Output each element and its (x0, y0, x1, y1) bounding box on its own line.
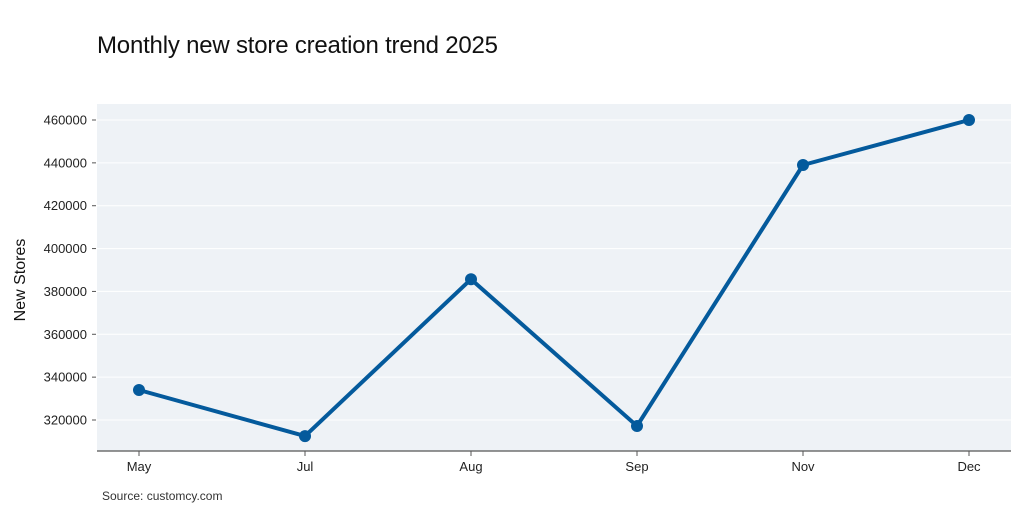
x-tick-label: Dec (957, 459, 981, 474)
data-point-marker (631, 420, 643, 432)
y-tick-label: 320000 (44, 413, 87, 428)
y-tick-label: 440000 (44, 155, 87, 170)
y-tick-label: 420000 (44, 198, 87, 213)
y-tick-label: 460000 (44, 113, 87, 128)
y-axis-ticks: 320000 340000 360000 380000 400000 420000 4400… (44, 113, 96, 428)
data-point-marker (963, 114, 975, 126)
data-point-marker (133, 384, 145, 396)
data-series-new-stores (133, 114, 975, 443)
x-tick-label: Sep (625, 459, 648, 474)
series-line (137, 118, 971, 439)
x-tick-label: Aug (459, 459, 482, 474)
data-point-marker (299, 430, 311, 443)
x-tick-label: Jul (297, 459, 314, 474)
data-point-marker (465, 273, 477, 286)
x-tick-label: Nov (791, 459, 815, 474)
y-tick-label: 400000 (44, 241, 87, 256)
source-note: Source: customcy.com (102, 489, 223, 503)
y-axis-title: New Stores (12, 239, 29, 322)
plot-area (97, 104, 1011, 451)
y-tick-label: 340000 (44, 370, 87, 385)
x-axis-ticks: May Jul Aug Sep Nov Dec (127, 451, 981, 474)
y-tick-label: 380000 (44, 284, 87, 299)
x-tick-label: May (127, 459, 152, 474)
chart-title: Monthly new store creation trend 2025 (97, 32, 498, 59)
data-point-marker (797, 159, 809, 171)
y-tick-label: 360000 (44, 327, 87, 342)
